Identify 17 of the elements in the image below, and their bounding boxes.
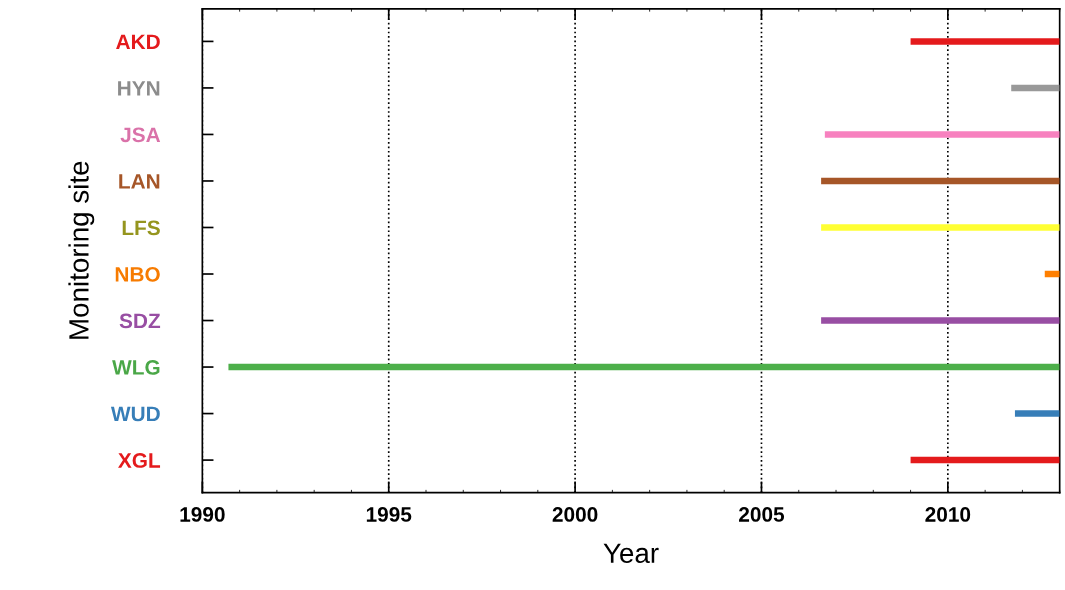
- x-tick-label: 1990: [180, 507, 225, 522]
- y-tick-label: JSA: [120, 127, 161, 143]
- x-tick-label: 2000: [552, 507, 598, 522]
- y-tick-label: XGL: [118, 453, 161, 468]
- y-tick-label: WLG: [112, 360, 160, 375]
- x-tick-label: 1995: [366, 507, 412, 522]
- y-tick-label: HYN: [118, 81, 160, 96]
- x-tick-label: 2005: [739, 507, 785, 522]
- x-tick-label: 2010: [925, 507, 971, 522]
- y-tick-label: AKD: [116, 34, 160, 49]
- y-tick-label: LFS: [122, 220, 160, 236]
- y-tick-label: LAN: [119, 174, 160, 189]
- x-axis-title: Year: [603, 543, 659, 564]
- y-axis-title: Monitoring site: [68, 161, 95, 339]
- y-tick-label: NBO: [115, 267, 160, 282]
- y-tick-label: SDZ: [119, 313, 161, 329]
- y-tick-label: WUD: [110, 406, 160, 422]
